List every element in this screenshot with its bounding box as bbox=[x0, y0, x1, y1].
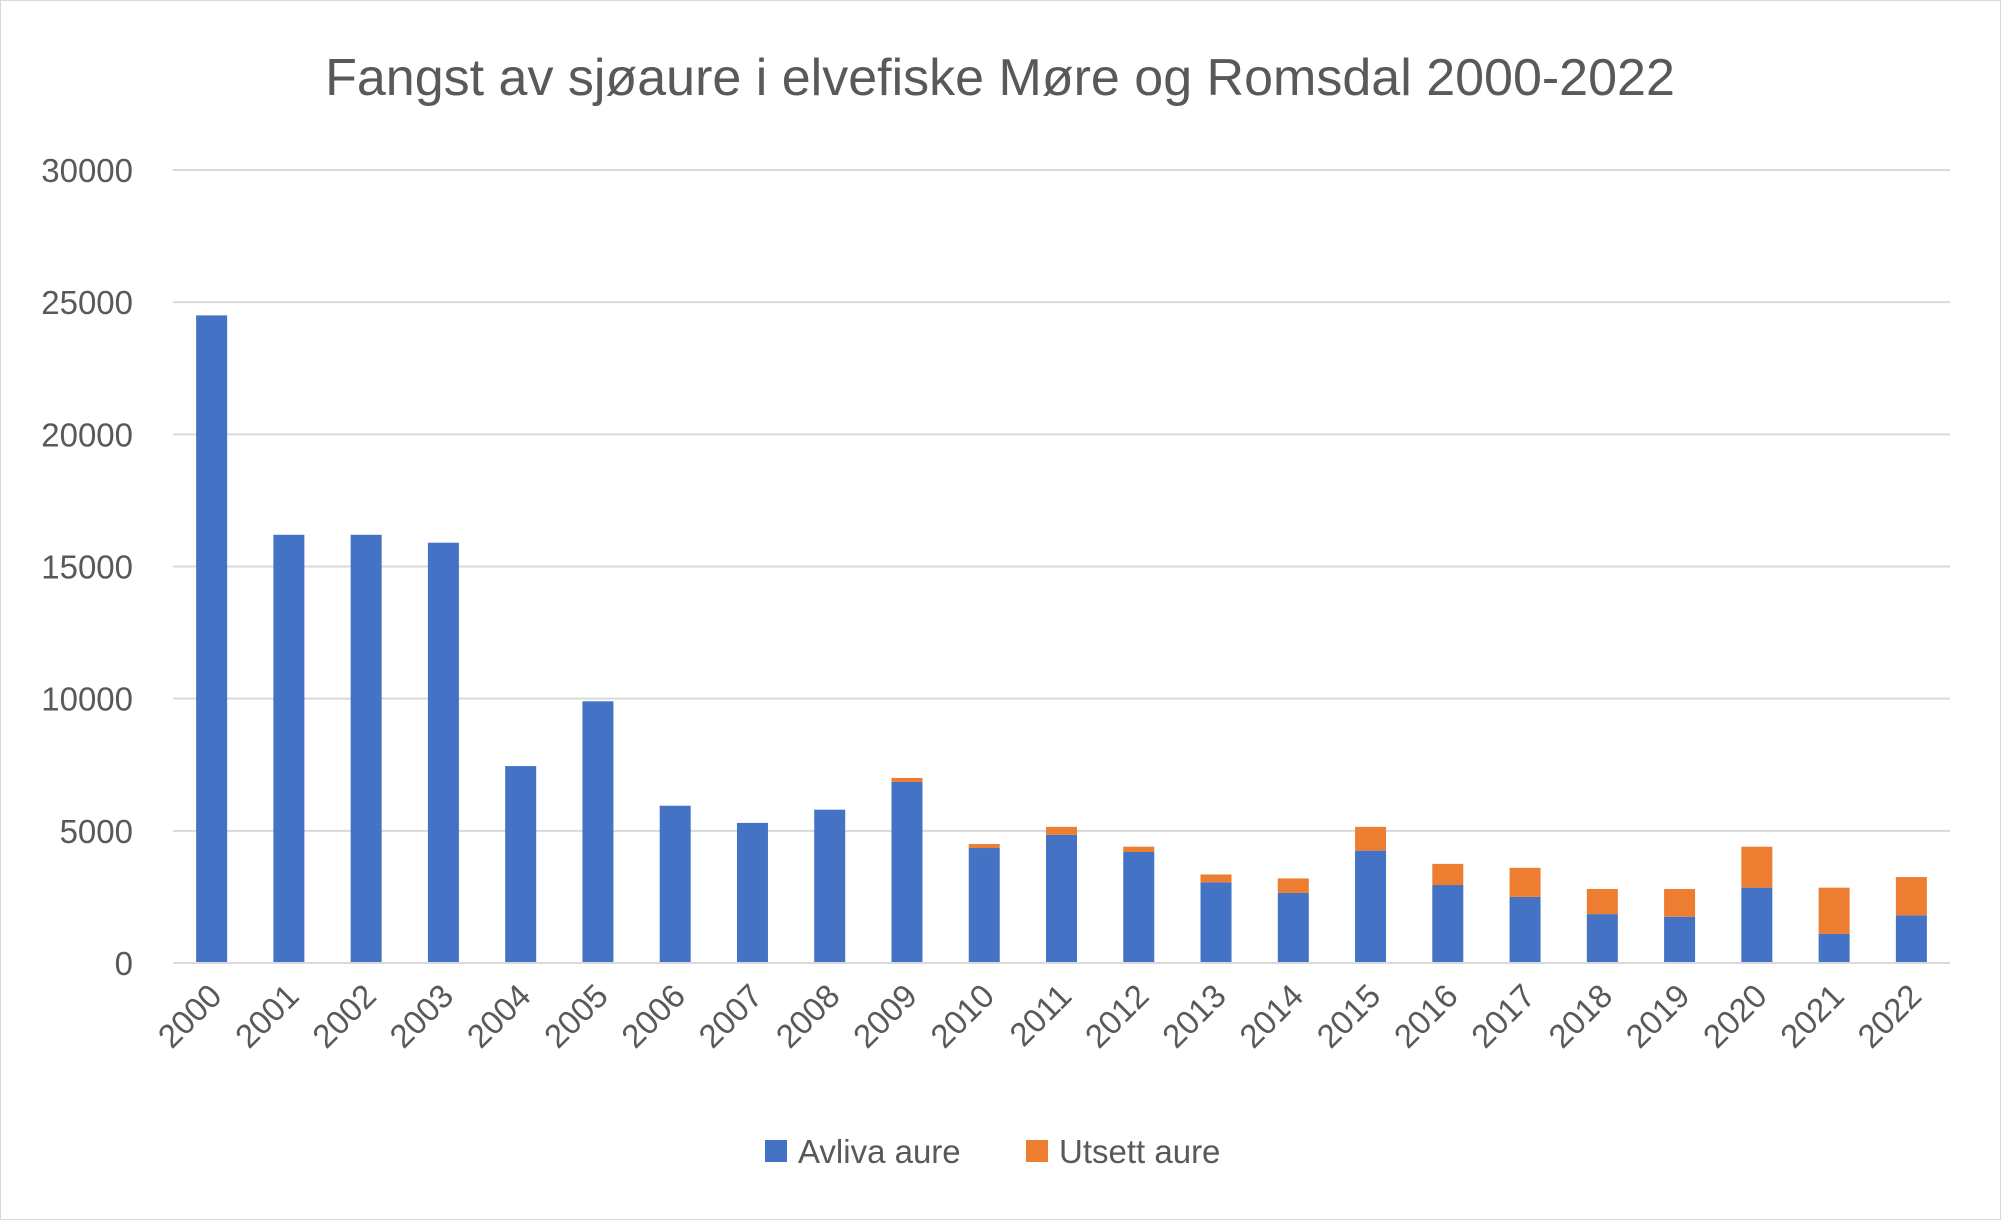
x-tick-label: 2004 bbox=[460, 977, 538, 1055]
x-tick-label: 2002 bbox=[305, 977, 383, 1055]
legend-swatch-utsett bbox=[1026, 1140, 1048, 1162]
bar-avliva-2013 bbox=[1200, 882, 1232, 963]
bar-avliva-2012 bbox=[1123, 851, 1155, 963]
bar-utsett-2017 bbox=[1509, 867, 1541, 897]
x-tick-label: 2019 bbox=[1618, 977, 1696, 1055]
bar-avliva-2021 bbox=[1818, 933, 1850, 963]
bars bbox=[196, 315, 1927, 964]
bar-utsett-2011 bbox=[1046, 826, 1077, 835]
bar-avliva-2015 bbox=[1355, 850, 1387, 963]
bar-avliva-2008 bbox=[814, 809, 846, 963]
bar-avliva-2022 bbox=[1895, 915, 1927, 963]
x-tick-label: 2016 bbox=[1387, 977, 1465, 1055]
x-tick-label: 2013 bbox=[1155, 977, 1233, 1055]
bar-avliva-2006 bbox=[659, 805, 691, 963]
x-tick-label: 2018 bbox=[1541, 977, 1619, 1055]
bar-utsett-2012 bbox=[1123, 846, 1155, 852]
bar-avliva-2018 bbox=[1586, 914, 1618, 963]
bar-utsett-2014 bbox=[1277, 878, 1309, 893]
legend-label-utsett: Utsett aure bbox=[1059, 1133, 1220, 1170]
bar-avliva-2005 bbox=[582, 701, 614, 963]
bar-utsett-2022 bbox=[1895, 877, 1927, 916]
bar-avliva-2004 bbox=[505, 766, 537, 963]
bar-avliva-2002 bbox=[350, 534, 382, 963]
x-axis-ticks: 2000 2001 2002 2003 2004 2005 2006 2007 2008 2009… bbox=[151, 977, 1929, 1055]
bar-avliva-2007 bbox=[736, 822, 768, 963]
y-tick-label: 15000 bbox=[41, 549, 133, 586]
bar-utsett-2015 bbox=[1355, 826, 1387, 851]
bar-avliva-2001 bbox=[273, 534, 305, 963]
bar-avliva-2014 bbox=[1277, 892, 1309, 963]
x-tick-label: 2020 bbox=[1696, 977, 1774, 1055]
bar-avliva-2017 bbox=[1509, 896, 1541, 963]
bar-utsett-2018 bbox=[1586, 888, 1618, 915]
x-tick-label: 2022 bbox=[1850, 977, 1928, 1055]
x-tick-label: 2012 bbox=[1078, 977, 1156, 1055]
x-tick-label: 2005 bbox=[537, 977, 615, 1055]
x-tick-label: 2001 bbox=[228, 977, 306, 1055]
y-tick-label: 20000 bbox=[41, 416, 133, 453]
y-tick-label: 10000 bbox=[41, 681, 133, 718]
x-tick-label: 2003 bbox=[382, 977, 460, 1055]
bar-utsett-2019 bbox=[1664, 888, 1696, 917]
legend-swatch-avliva bbox=[765, 1140, 787, 1162]
y-axis-ticks: 0 5000 10000 15000 20000 25000 30000 bbox=[41, 152, 133, 982]
bar-utsett-2013 bbox=[1200, 874, 1232, 883]
legend-label-avliva: Avliva aure bbox=[798, 1133, 961, 1170]
bar-avliva-2020 bbox=[1741, 887, 1773, 963]
bar-avliva-2003 bbox=[427, 542, 459, 963]
bar-utsett-2020 bbox=[1741, 846, 1773, 888]
bar-utsett-2016 bbox=[1432, 863, 1464, 886]
bar-avliva-2019 bbox=[1664, 916, 1696, 963]
y-tick-label: 30000 bbox=[41, 152, 133, 189]
x-tick-label: 2009 bbox=[846, 977, 924, 1055]
x-tick-label: 2008 bbox=[769, 977, 847, 1055]
chart-title: Fangst av sjøaure i elvefiske Møre og Ro… bbox=[325, 49, 1675, 107]
bar-utsett-2009 bbox=[891, 777, 923, 782]
bar-avliva-2010 bbox=[968, 848, 1000, 963]
y-tick-label: 5000 bbox=[60, 813, 133, 850]
x-tick-label: 2006 bbox=[614, 977, 692, 1055]
x-tick-label: 2014 bbox=[1232, 977, 1310, 1055]
x-tick-label: 2021 bbox=[1773, 977, 1851, 1055]
bar-utsett-2010 bbox=[968, 844, 1000, 849]
x-tick-label: 2015 bbox=[1309, 977, 1387, 1055]
bar-avliva-2009 bbox=[891, 781, 923, 963]
y-tick-label: 0 bbox=[115, 945, 133, 982]
x-tick-label: 2007 bbox=[691, 977, 769, 1055]
gridlines bbox=[173, 169, 1950, 832]
bar-avliva-2000 bbox=[196, 315, 228, 964]
bar-utsett-2021 bbox=[1818, 887, 1850, 934]
x-tick-label: 2000 bbox=[151, 977, 229, 1055]
bar-avliva-2016 bbox=[1432, 885, 1464, 963]
x-tick-label: 2010 bbox=[923, 977, 1001, 1055]
y-tick-label: 25000 bbox=[41, 284, 133, 321]
bar-avliva-2011 bbox=[1046, 834, 1077, 963]
x-tick-label: 2017 bbox=[1464, 977, 1542, 1055]
legend: Avliva aure Utsett aure bbox=[765, 1133, 1220, 1170]
x-tick-label: 2011 bbox=[1002, 977, 1078, 1053]
